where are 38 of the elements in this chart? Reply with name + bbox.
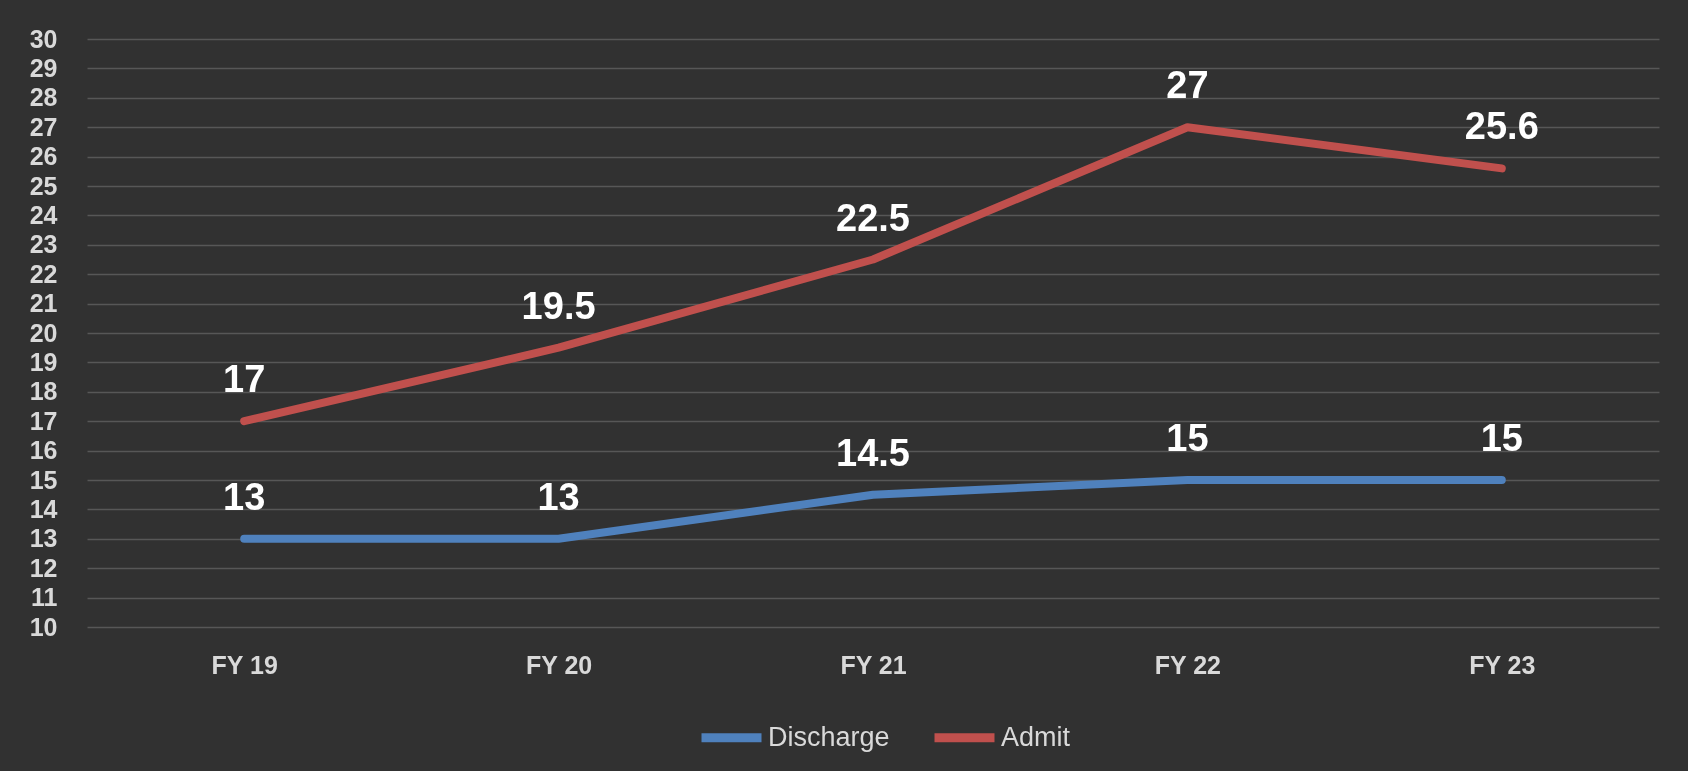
y-tick-label: 23 xyxy=(29,230,58,259)
data-label: 13 xyxy=(223,475,266,518)
y-tick-label: 26 xyxy=(29,142,58,171)
y-tick-label: 11 xyxy=(31,583,58,612)
y-tick-label: 28 xyxy=(29,83,58,112)
x-tick-label: FY 23 xyxy=(1469,650,1536,679)
y-tick-label: 19 xyxy=(29,347,58,376)
y-tick-label: 24 xyxy=(29,200,58,229)
data-label: 17 xyxy=(223,358,266,401)
x-tick-label: FY 20 xyxy=(525,650,593,679)
y-tick-label: 12 xyxy=(29,553,58,582)
data-label: 27 xyxy=(1166,64,1209,107)
y-tick-label: 29 xyxy=(29,53,58,82)
x-tick-label: FY 19 xyxy=(211,650,278,679)
y-tick-label: 25 xyxy=(29,171,58,200)
y-tick-label: 20 xyxy=(29,318,58,347)
y-tick-label: 22 xyxy=(29,259,58,288)
y-tick-label: 13 xyxy=(29,524,58,553)
data-label: 13 xyxy=(537,475,580,518)
data-label: 22.5 xyxy=(836,196,910,239)
y-tick-label: 18 xyxy=(29,377,58,406)
y-tick-label: 15 xyxy=(29,465,58,494)
data-label: 15 xyxy=(1166,417,1209,459)
x-tick-label: FY 22 xyxy=(1154,650,1222,679)
y-tick-label: 16 xyxy=(29,436,58,465)
legend-label: Discharge xyxy=(768,721,890,752)
y-tick-label: 17 xyxy=(29,406,58,435)
y-tick-label: 14 xyxy=(29,494,58,523)
x-tick-label: FY 21 xyxy=(840,650,907,679)
data-label: 14.5 xyxy=(836,431,910,474)
y-tick-label: 10 xyxy=(29,612,58,641)
data-label: 25.6 xyxy=(1464,105,1539,148)
legend-label: Admit xyxy=(1001,721,1071,752)
y-tick-label: 27 xyxy=(29,112,58,141)
y-tick-label: 30 xyxy=(29,24,58,53)
y-tick-label: 21 xyxy=(29,289,58,318)
data-label: 19.5 xyxy=(521,284,596,327)
data-label: 15 xyxy=(1480,417,1523,459)
